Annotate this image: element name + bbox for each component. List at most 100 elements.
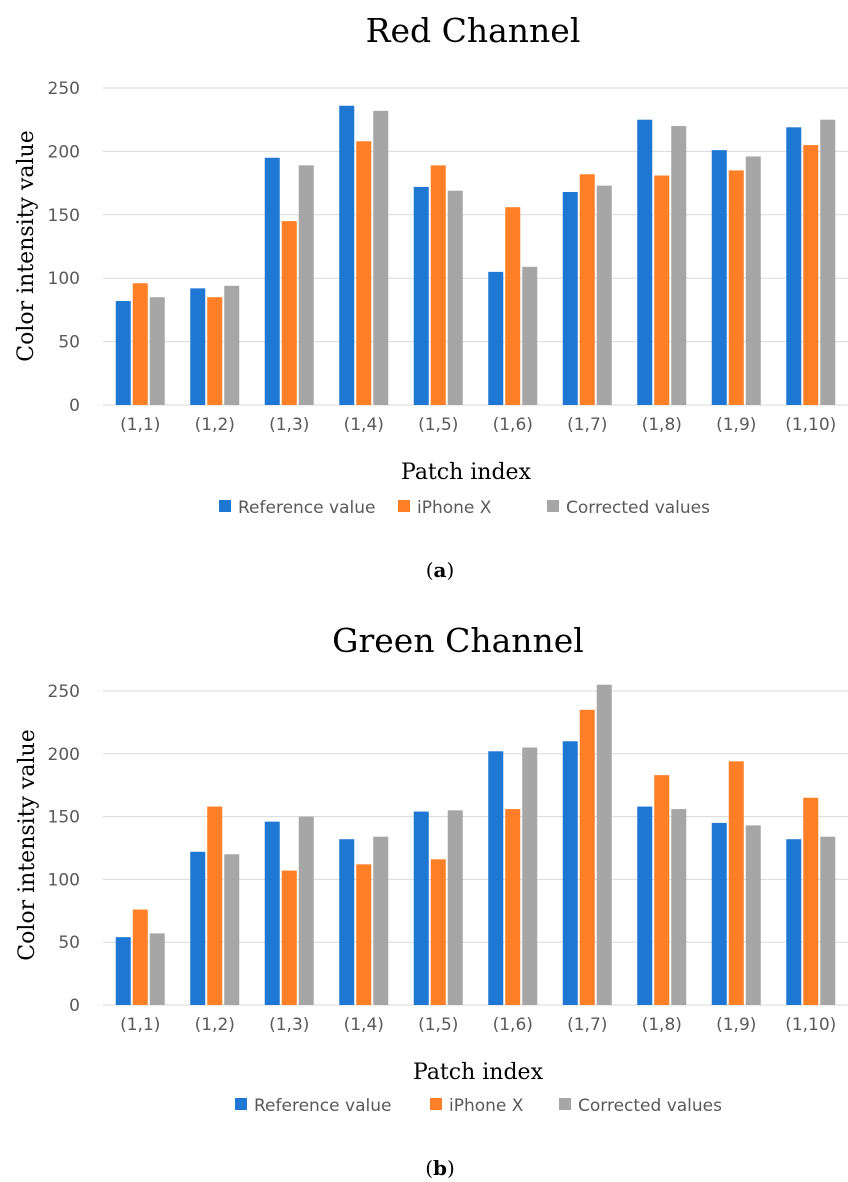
x-tick-label: (1,10) (785, 415, 836, 435)
bar-corrected-10 (820, 119, 836, 405)
x-tick-label: (1,5) (418, 415, 458, 435)
y-axis-ticks: 0 50 100 150 200 250 (48, 682, 80, 1016)
x-tick-label: (1,8) (642, 1015, 682, 1035)
y-tick-label: 50 (58, 933, 80, 953)
bar-iphone-1 (132, 283, 148, 405)
bar-reference-9 (711, 822, 727, 1005)
subfigure-label: (b) (425, 1156, 455, 1180)
x-axis-ticks: (1,1) (1,2) (1,3) (1,4) (1,5) (1,6) (1,7) (1,8)… (120, 415, 836, 435)
bar-reference-4 (339, 105, 355, 405)
bar-reference-2 (190, 851, 206, 1005)
subfigure-label: (a) (426, 558, 455, 582)
red-channel-chart: Red Channel Color intensity value 0 50 100… (14, 11, 848, 582)
bar-reference-1 (115, 301, 131, 405)
x-tick-label: (1,3) (269, 1015, 309, 1035)
bar-reference-9 (711, 150, 727, 405)
x-tick-label: (1,2) (195, 1015, 235, 1035)
legend-label-reference: Reference value (254, 1096, 391, 1116)
bar-iphone-6 (505, 809, 521, 1005)
bar-corrected-6 (522, 747, 538, 1005)
bar-iphone-1 (132, 909, 148, 1005)
legend-label-iphone: iPhone X (449, 1096, 524, 1116)
y-tick-label: 0 (69, 996, 80, 1016)
bars (115, 684, 836, 1005)
y-axis-ticks: 0 50 100 150 200 250 (48, 79, 80, 416)
bar-corrected-8 (671, 126, 687, 405)
bar-reference-1 (115, 937, 131, 1005)
x-tick-label: (1,1) (120, 1015, 160, 1035)
legend: Reference value iPhone X Corrected value… (219, 498, 710, 518)
x-tick-label: (1,10) (785, 1015, 836, 1035)
x-axis-label: Patch index (401, 460, 532, 485)
legend: Reference value iPhone X Corrected value… (235, 1096, 722, 1116)
y-tick-label: 250 (48, 682, 80, 702)
x-tick-label: (1,7) (567, 415, 607, 435)
bar-iphone-3 (281, 221, 297, 405)
bar-iphone-2 (207, 806, 223, 1005)
bar-reference-2 (190, 288, 206, 405)
bar-iphone-9 (728, 170, 744, 405)
bar-iphone-3 (281, 870, 297, 1005)
y-tick-label: 100 (48, 269, 80, 289)
bar-corrected-2 (224, 854, 240, 1005)
bar-reference-6 (488, 271, 504, 405)
y-tick-label: 200 (48, 745, 80, 765)
bar-corrected-2 (224, 285, 240, 405)
legend-swatch-corrected (559, 1098, 571, 1110)
bar-reference-7 (562, 191, 578, 405)
y-tick-label: 100 (48, 870, 80, 890)
bar-reference-3 (264, 821, 280, 1005)
x-axis-ticks: (1,1) (1,2) (1,3) (1,4) (1,5) (1,6) (1,7) (1,8)… (120, 1015, 836, 1035)
bars (115, 105, 836, 406)
bar-corrected-6 (522, 266, 538, 405)
legend-label-iphone: iPhone X (417, 498, 492, 518)
bar-corrected-9 (745, 156, 761, 405)
bar-iphone-5 (430, 859, 446, 1005)
x-tick-label: (1,9) (716, 415, 756, 435)
chart-title: Green Channel (332, 621, 584, 660)
bar-corrected-5 (447, 810, 463, 1005)
bar-corrected-1 (149, 297, 165, 405)
bar-reference-10 (786, 127, 802, 406)
x-tick-label: (1,9) (716, 1015, 756, 1035)
bar-iphone-7 (579, 174, 595, 405)
bar-reference-8 (637, 806, 653, 1005)
y-tick-label: 150 (48, 206, 80, 226)
y-axis-label: Color intensity value (14, 130, 39, 361)
y-tick-label: 50 (58, 333, 80, 353)
bar-corrected-4 (373, 110, 389, 405)
bar-reference-6 (488, 751, 504, 1005)
y-tick-label: 0 (69, 396, 80, 416)
bar-reference-4 (339, 839, 355, 1005)
y-tick-label: 200 (48, 142, 80, 162)
legend-swatch-iphone (398, 500, 410, 512)
bar-iphone-6 (505, 207, 521, 405)
bar-corrected-4 (373, 836, 389, 1005)
legend-label-corrected: Corrected values (566, 498, 710, 518)
bar-iphone-8 (654, 775, 670, 1005)
legend-label-reference: Reference value (238, 498, 375, 518)
chart-title: Red Channel (366, 11, 581, 50)
bar-corrected-7 (596, 185, 612, 405)
bar-reference-7 (562, 741, 578, 1005)
legend-swatch-reference (219, 500, 231, 512)
bar-reference-8 (637, 119, 653, 405)
bar-iphone-10 (803, 797, 819, 1005)
bar-reference-5 (413, 811, 429, 1005)
bar-iphone-8 (654, 175, 670, 405)
x-axis-label: Patch index (413, 1060, 544, 1085)
legend-swatch-iphone (430, 1098, 442, 1110)
bar-iphone-9 (728, 761, 744, 1005)
y-axis-label: Color intensity value (15, 729, 40, 960)
bar-reference-3 (264, 157, 280, 405)
bar-corrected-10 (820, 836, 836, 1005)
bar-corrected-3 (298, 816, 314, 1005)
x-tick-label: (1,6) (493, 415, 533, 435)
bar-corrected-1 (149, 933, 165, 1005)
bar-corrected-9 (745, 825, 761, 1005)
x-tick-label: (1,5) (418, 1015, 458, 1035)
x-tick-label: (1,2) (195, 415, 235, 435)
bar-corrected-5 (447, 190, 463, 405)
bar-reference-10 (786, 839, 802, 1005)
